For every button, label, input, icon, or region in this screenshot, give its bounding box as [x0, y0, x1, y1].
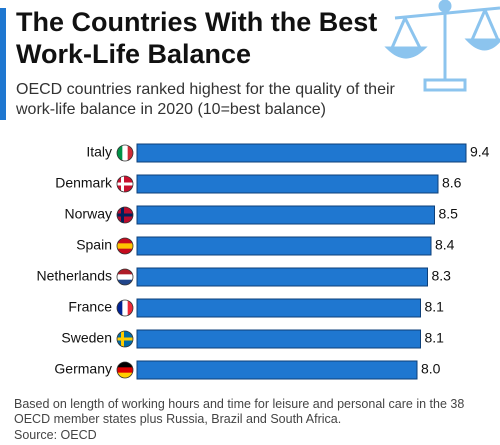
- flag: [117, 238, 133, 244]
- flag: [117, 274, 133, 281]
- flag: [117, 362, 133, 368]
- flag-outline: [116, 206, 134, 224]
- category-label: Germany: [54, 361, 112, 377]
- flag: [117, 145, 123, 161]
- value-label: 8.4: [435, 237, 455, 253]
- category-label: Sweden: [61, 330, 112, 346]
- chart-subtitle: OECD countries ranked highest for the qu…: [16, 81, 395, 118]
- flag: [117, 372, 133, 378]
- flag-outline: [116, 237, 134, 255]
- flag: [127, 145, 133, 161]
- bar: [136, 329, 421, 349]
- value-label: 8.1: [425, 330, 445, 346]
- flag: [122, 300, 129, 316]
- flag-outline: [116, 330, 134, 348]
- category-label: Denmark: [55, 175, 113, 191]
- value-label: 8.6: [442, 175, 462, 191]
- flag: [117, 213, 133, 217]
- value-label: 8.3: [432, 268, 452, 284]
- bar: [136, 360, 418, 380]
- flag: [117, 182, 133, 186]
- scale-icon: [384, 0, 500, 92]
- category-label: Netherlands: [37, 268, 113, 284]
- flag: [117, 269, 133, 275]
- flag: [117, 337, 133, 341]
- bar: [136, 298, 421, 318]
- note: Based on length of working hours and tim…: [14, 397, 465, 426]
- value-label: 8.0: [421, 361, 441, 377]
- bar: [136, 205, 435, 225]
- flag: [117, 248, 133, 254]
- bar: [136, 174, 439, 194]
- chart-title: The Countries With the Best Work-Life Ba…: [16, 7, 378, 69]
- category-label: Norway: [65, 206, 112, 222]
- flag: [117, 367, 133, 374]
- flag: [127, 300, 133, 316]
- value-label: 8.5: [439, 206, 459, 222]
- flag: [122, 145, 129, 161]
- value-label: 9.4: [470, 144, 490, 160]
- source: Source: OECD: [14, 428, 97, 442]
- category-label: Spain: [76, 237, 112, 253]
- bar: [136, 143, 467, 163]
- flag-outline: [116, 175, 134, 193]
- category-label: France: [68, 299, 112, 315]
- flag: [117, 300, 123, 316]
- bar: [136, 267, 428, 287]
- flag: [117, 243, 133, 250]
- flag: [117, 279, 133, 285]
- value-label: 8.1: [425, 299, 445, 315]
- flag-outline: [116, 144, 134, 162]
- flag-outline: [116, 361, 134, 379]
- flag-outline: [116, 268, 134, 286]
- category-label: Italy: [86, 144, 112, 160]
- accent-bar: [0, 8, 6, 120]
- flag-outline: [116, 299, 134, 317]
- bar: [136, 236, 432, 256]
